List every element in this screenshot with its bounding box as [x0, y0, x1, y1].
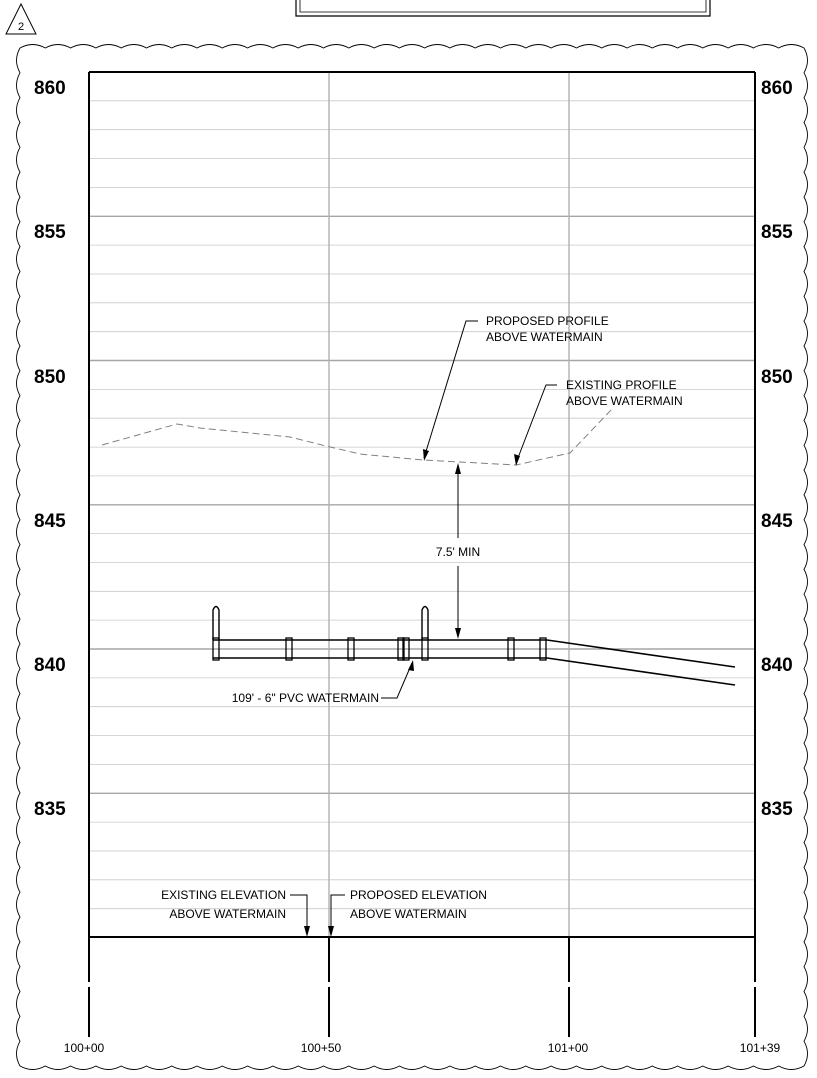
elevation-label: 845 [761, 511, 793, 532]
proposed-elevation-label: PROPOSED ELEVATION [350, 888, 487, 902]
existing-ground-profile [101, 408, 613, 466]
proposed-profile-label: PROPOSED PROFILE [486, 314, 609, 328]
title-block-stub [295, 0, 711, 17]
watermain-label: 109' - 6" PVC WATERMAIN [232, 691, 379, 705]
pipe-joint [507, 637, 515, 661]
pipe-joint [402, 637, 410, 661]
elevation-label: 850 [761, 367, 793, 388]
valve-riser [421, 605, 429, 640]
elevation-label: 855 [761, 222, 793, 243]
existing-profile-label: EXISTING PROFILE [566, 378, 677, 392]
proposed-elevation-leader [328, 894, 345, 937]
existing-elevation-label: EXISTING ELEVATION [161, 888, 286, 902]
proposed-profile-label: ABOVE WATERMAIN [486, 330, 603, 344]
revision-cloud [16, 44, 808, 1070]
pipe-cap [212, 637, 220, 661]
pipe-joint [347, 637, 355, 661]
elevation-labels-left: 860 855 850 845 840 835 [34, 78, 66, 820]
pipe-joint [539, 637, 547, 661]
station-grid [328, 72, 570, 937]
station-label: 101+39 [740, 1041, 781, 1055]
elevation-label: 860 [34, 78, 66, 99]
existing-profile-label: ABOVE WATERMAIN [566, 394, 683, 408]
revision-delta: 2 [5, 2, 37, 35]
revision-number: 2 [18, 21, 24, 33]
station-label: 100+50 [301, 1041, 342, 1055]
station-band [88, 937, 756, 1037]
pvc-watermain [212, 605, 736, 686]
existing-elevation-leader [290, 894, 310, 937]
existing-elevation-label: ABOVE WATERMAIN [169, 907, 286, 921]
valve-riser [212, 605, 220, 640]
profile-frame [88, 71, 756, 938]
elevation-label: 860 [761, 78, 793, 99]
min-cover-dimension [455, 463, 461, 639]
elevation-label: 835 [34, 799, 66, 820]
elevation-label: 835 [761, 799, 793, 820]
pipe-joint [397, 637, 405, 661]
station-label: 100+00 [64, 1041, 105, 1055]
elevation-label: 845 [34, 511, 66, 532]
pipe-joint [285, 637, 293, 661]
proposed-profile-leader [423, 320, 478, 461]
min-cover-label: 7.5' MIN [436, 545, 480, 559]
watermain-leader [381, 660, 414, 699]
elevation-labels-right: 860 855 850 845 840 835 [761, 78, 793, 820]
elevation-label: 855 [34, 222, 66, 243]
pipe-joint [421, 637, 429, 661]
existing-profile-leader [514, 384, 557, 466]
proposed-elevation-label: ABOVE WATERMAIN [350, 907, 467, 921]
station-labels: 100+00 100+50 101+00 101+39 [64, 1041, 781, 1055]
elevation-label: 850 [34, 367, 66, 388]
major-elevation-grid [89, 71, 755, 794]
elevation-label: 840 [34, 655, 66, 676]
elevation-label: 840 [761, 655, 793, 676]
station-label: 101+00 [548, 1041, 589, 1055]
